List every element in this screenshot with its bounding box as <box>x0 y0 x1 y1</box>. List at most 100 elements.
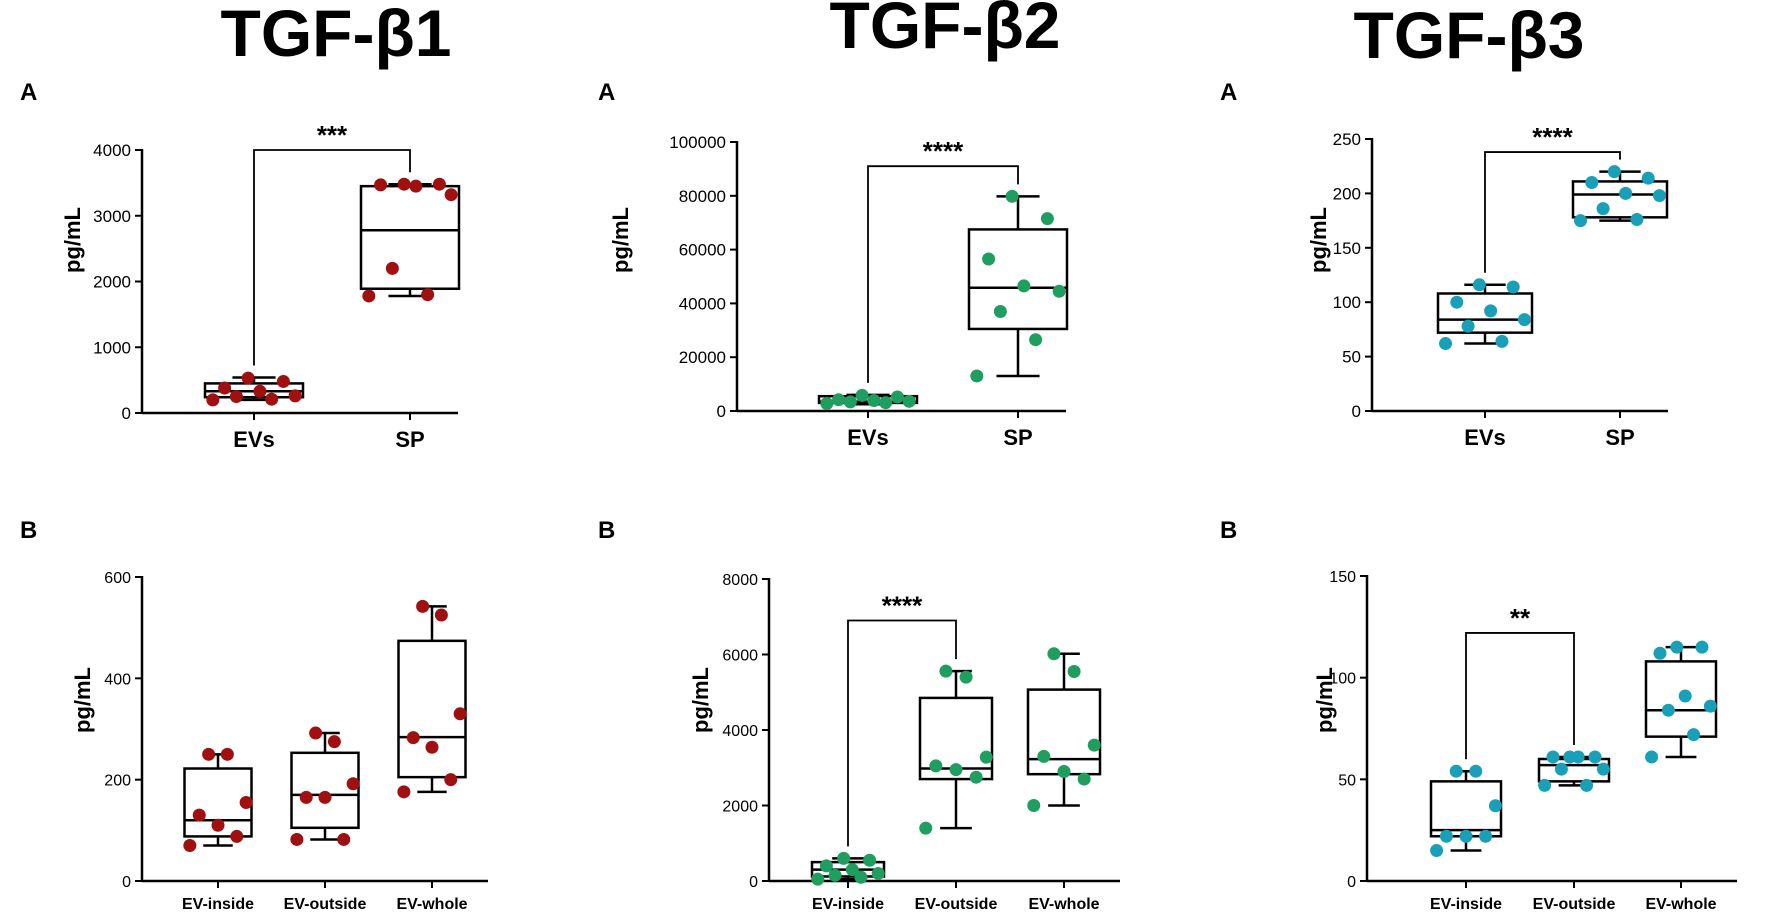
y-tick-label: 50 <box>1338 772 1356 789</box>
data-point <box>265 392 279 406</box>
y-tick-label: 80000 <box>679 187 726 206</box>
data-point <box>949 763 963 777</box>
y-tick-label: 0 <box>749 874 758 891</box>
data-point <box>1488 799 1502 813</box>
data-point <box>206 393 220 407</box>
y-tick-label: 150 <box>1333 239 1361 258</box>
data-point <box>1695 640 1709 654</box>
y-axis-label: pg/mL <box>1306 207 1331 273</box>
data-point <box>253 384 267 398</box>
data-point <box>1678 689 1692 703</box>
data-point <box>1596 202 1610 216</box>
y-tick-label: 100 <box>1329 671 1356 688</box>
y-tick-label: 6000 <box>722 648 758 665</box>
data-point <box>397 177 411 191</box>
box-iqr <box>359 184 461 290</box>
panel-letter: B <box>20 517 37 544</box>
data-point <box>1469 764 1483 778</box>
y-tick-label: 3000 <box>93 207 131 226</box>
data-point <box>902 394 916 408</box>
data-point <box>1047 647 1061 661</box>
data-point <box>1670 640 1684 654</box>
data-point <box>979 750 993 764</box>
data-point <box>416 599 430 613</box>
data-point <box>959 670 973 684</box>
data-point <box>854 870 868 884</box>
data-point <box>1574 214 1588 228</box>
y-tick-label: 4000 <box>93 141 131 160</box>
box-iqr <box>918 696 994 781</box>
data-point <box>1430 844 1444 857</box>
y-tick-label: 20000 <box>679 348 726 367</box>
x-category-label: EVs <box>847 425 889 450</box>
data-point <box>843 395 857 409</box>
data-point <box>1585 176 1599 190</box>
y-axis-label: pg/mL <box>608 207 633 273</box>
data-point <box>867 394 881 408</box>
x-category-label: EV-outside <box>284 896 367 913</box>
box-iqr <box>290 751 360 830</box>
data-point <box>969 770 983 784</box>
data-point <box>1546 750 1560 764</box>
data-point <box>1652 189 1666 203</box>
data-point <box>890 390 904 404</box>
data-point <box>1461 319 1475 333</box>
x-category-label: SP <box>1003 425 1032 450</box>
y-tick-label: 4000 <box>722 723 758 740</box>
data-point <box>299 790 313 804</box>
y-tick-label: 40000 <box>679 294 726 313</box>
data-point <box>1641 171 1655 185</box>
data-point <box>855 388 869 402</box>
data-point <box>229 390 243 404</box>
data-point <box>837 851 851 865</box>
data-point <box>406 731 420 745</box>
data-point <box>218 381 232 395</box>
data-point <box>318 790 332 804</box>
data-point <box>337 832 351 846</box>
data-point <box>820 396 834 410</box>
x-category-label: EVs <box>233 427 275 452</box>
y-tick-label: 0 <box>1352 402 1361 421</box>
significance-bracket <box>847 619 957 847</box>
significance-label: *** <box>317 120 348 150</box>
panel-b1B: Bpg/mL 0 200 400 600 EV-inside EV-outside EV-wh… <box>20 517 488 913</box>
data-point <box>1057 765 1071 779</box>
y-axis-label: pg/mL <box>70 667 95 733</box>
data-point <box>1495 334 1509 348</box>
y-tick-label: 200 <box>104 773 131 790</box>
data-point <box>1439 829 1453 843</box>
data-point <box>1017 279 1031 293</box>
x-category-label: EV-whole <box>1645 896 1716 913</box>
data-point <box>1607 165 1621 179</box>
data-point <box>1588 750 1602 764</box>
data-point <box>183 839 197 853</box>
y-axis-label: pg/mL <box>1312 667 1337 733</box>
data-point <box>982 252 996 266</box>
data-point <box>871 866 885 880</box>
panel-b1A: Apg/mL 0 1000 2000 3000 4000 EVs SP *** <box>20 79 461 452</box>
y-tick-label: 60000 <box>679 241 726 260</box>
data-point <box>1619 186 1633 200</box>
data-point <box>434 608 448 622</box>
data-point <box>1040 212 1054 226</box>
data-point <box>970 369 984 383</box>
significance-label: ** <box>1510 603 1531 633</box>
y-tick-label: 100 <box>1333 293 1361 312</box>
y-axis-label: pg/mL <box>688 667 713 733</box>
data-point <box>425 740 439 754</box>
significance-bracket <box>1465 632 1575 760</box>
data-point <box>276 374 290 388</box>
data-point <box>1037 749 1051 763</box>
data-point <box>453 707 467 721</box>
data-point <box>1027 799 1041 812</box>
y-tick-label: 1000 <box>93 338 131 357</box>
data-point <box>811 872 825 886</box>
box-iqr <box>397 639 467 779</box>
data-point <box>1645 750 1659 764</box>
data-point <box>1506 280 1520 294</box>
box-iqr <box>1571 180 1669 219</box>
y-tick-label: 200 <box>1333 184 1361 203</box>
data-point <box>879 396 893 410</box>
